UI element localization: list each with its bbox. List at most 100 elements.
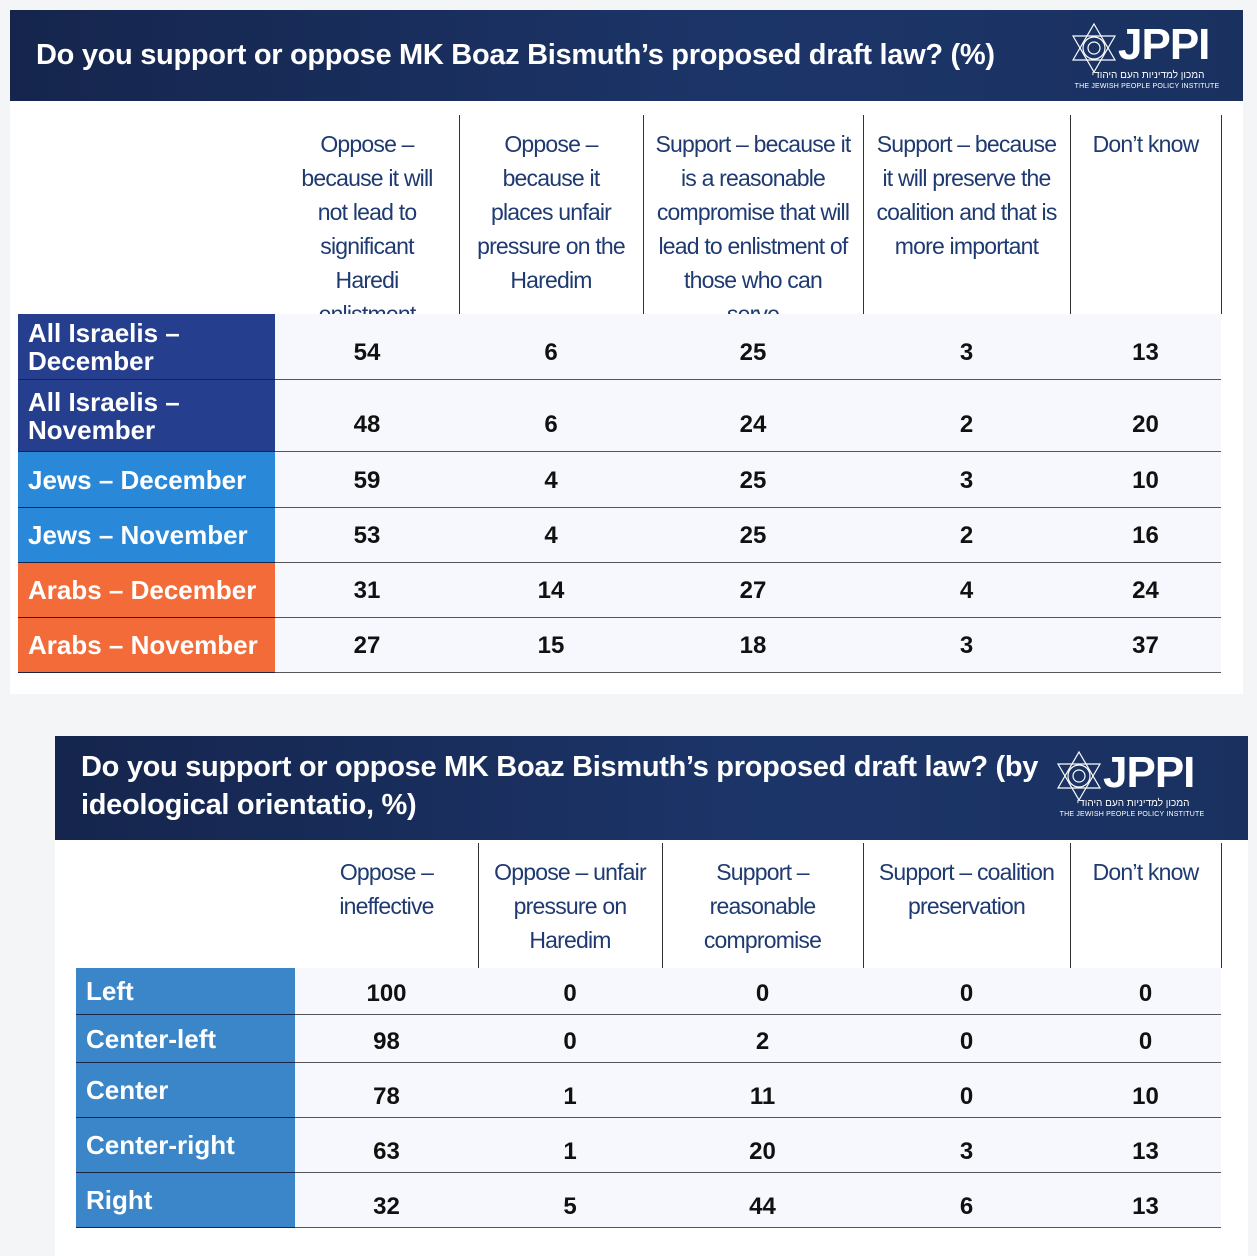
table-cell: 54 (275, 314, 459, 380)
cell-value: 53 (353, 522, 381, 549)
cell-value: 13 (1132, 1193, 1159, 1220)
column-divider (1070, 115, 1071, 314)
row-label: Center-left (76, 1015, 295, 1063)
column-header-text: Oppose – because it will not lead to sig… (301, 131, 433, 327)
row-label: Left (76, 968, 295, 1015)
row-label-text: Arabs – December (28, 575, 257, 605)
column-header: Support – reasonable compromise (662, 855, 863, 957)
table-cell: 48 (275, 380, 459, 452)
cell-value: 6 (544, 339, 558, 366)
column-header: Oppose – unfair pressure on Haredim (478, 855, 662, 957)
cell-value: 3 (959, 632, 974, 659)
table-cell: 78 (295, 1063, 478, 1118)
logo-hebrew: המכון למדיניות העם היהודי (1091, 70, 1205, 81)
cell-value: 24 (739, 411, 767, 438)
table-header: Do you support or oppose MK Boaz Bismuth… (55, 736, 1248, 840)
cell-value: 100 (366, 980, 407, 1007)
column-divider (643, 115, 644, 314)
table-cell: 16 (1070, 508, 1221, 563)
row-label-text: Right (86, 1185, 153, 1215)
cell-value: 13 (1132, 339, 1159, 366)
row-label-text: Center-left (86, 1023, 217, 1054)
cell-value: 25 (739, 522, 767, 549)
cell-value: 14 (537, 577, 565, 604)
row-label-text: Jews – December (28, 464, 247, 495)
row-label-text: Left (86, 976, 134, 1006)
table-cell: 2 (863, 508, 1070, 563)
table-cell: 4 (459, 452, 643, 508)
cell-value: 4 (544, 522, 558, 549)
cell-value: 0 (959, 1083, 974, 1110)
column-header: Support – because it is a reasonable com… (643, 127, 863, 331)
table-cell: 63 (295, 1118, 478, 1173)
table-cell: 0 (478, 1015, 662, 1063)
row-label: Jews – December (18, 452, 275, 508)
column-header-text: Oppose – ineffective (339, 859, 434, 919)
column-header: Oppose – ineffective (295, 855, 478, 923)
table-cell: 4 (459, 508, 643, 563)
cell-value: 0 (563, 980, 577, 1007)
cell-value: 78 (373, 1083, 400, 1110)
table-cell: 53 (275, 508, 459, 563)
cell-value: 20 (1132, 411, 1159, 438)
row-label-text: Arabs – November (28, 630, 258, 660)
table-cell: 2 (863, 380, 1070, 452)
table-cell: 3 (863, 1118, 1070, 1173)
table-cell: 0 (662, 968, 863, 1015)
table-cell: 4 (863, 563, 1070, 618)
cell-value: 1 (563, 1138, 577, 1165)
cell-value: 31 (353, 577, 381, 604)
row-label-text: All Israelis – November (28, 386, 180, 445)
cell-value: 5 (563, 1193, 577, 1220)
column-divider (662, 843, 663, 968)
logo-text: JPPI (1118, 20, 1210, 69)
table-cell: 6 (863, 1173, 1070, 1228)
cell-value: 98 (373, 1028, 400, 1055)
table-cell: 3 (863, 452, 1070, 508)
row-label: Right (76, 1173, 295, 1228)
cell-value: 44 (749, 1193, 776, 1220)
column-header-text: Support – coalition preservation (878, 859, 1055, 919)
table-cell: 25 (643, 314, 863, 380)
cell-value: 2 (959, 522, 974, 549)
column-divider (1221, 115, 1222, 314)
row-label: Center-right (76, 1118, 295, 1173)
table-cell: 2 (662, 1015, 863, 1063)
column-header-text: Support – because it will preserve the c… (876, 131, 1057, 259)
column-divider (1070, 843, 1071, 968)
row-label: All Israelis – December (18, 314, 275, 380)
cell-value: 3 (959, 339, 974, 366)
table-cell: 20 (1070, 380, 1221, 452)
star-of-david-icon (1056, 750, 1102, 802)
row-label-text: Center (86, 1075, 169, 1105)
cell-value: 32 (373, 1193, 400, 1220)
cell-value: 18 (739, 632, 767, 659)
cell-value: 2 (755, 1028, 770, 1055)
cell-value: 20 (749, 1138, 776, 1165)
table-cell: 0 (863, 1063, 1070, 1118)
table-cell: 11 (662, 1063, 863, 1118)
column-divider (478, 843, 479, 968)
cell-value: 0 (959, 1028, 974, 1055)
table-cell: 25 (643, 452, 863, 508)
cell-value: 15 (537, 632, 565, 659)
table-cell: 5 (478, 1173, 662, 1228)
cell-value: 3 (959, 467, 974, 494)
table-cell: 44 (662, 1173, 863, 1228)
column-header: Don’t know (1070, 127, 1221, 161)
jppi-logo: JPPI המכון למדיניות העם היהודי THE JEWISH … (1068, 20, 1228, 95)
logo-english: THE JEWISH PEOPLE POLICY INSTITUTE (1074, 83, 1220, 90)
table-cell: 24 (643, 380, 863, 452)
cell-value: 0 (755, 980, 770, 1007)
table-cell: 13 (1070, 314, 1221, 380)
table-header: Do you support or oppose MK Boaz Bismuth… (10, 10, 1243, 101)
cell-value: 6 (544, 411, 558, 438)
row-label: Arabs – November (18, 618, 275, 673)
row-label: All Israelis – November (18, 380, 275, 452)
cell-value: 24 (1132, 577, 1159, 604)
table-cell: 3 (863, 314, 1070, 380)
table-cell: 6 (459, 380, 643, 452)
table-cell: 31 (275, 563, 459, 618)
cell-value: 3 (959, 1138, 974, 1165)
cell-value: 1 (563, 1083, 577, 1110)
